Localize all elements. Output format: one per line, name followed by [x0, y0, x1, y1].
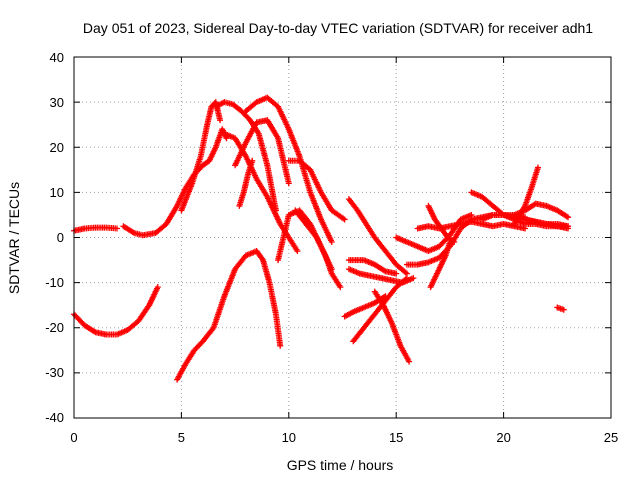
data-point-marker [285, 180, 292, 187]
y-tick-label-minus30: -30 [45, 365, 64, 380]
data-point-marker [113, 225, 120, 232]
x-tick-label-10: 10 [282, 430, 296, 445]
series-arc-13 [292, 207, 344, 291]
grid-lines [74, 57, 611, 418]
data-point-marker [565, 214, 572, 221]
series-arc-12 [285, 157, 348, 223]
data-point-marker [449, 238, 456, 245]
series-arc-15 [345, 257, 400, 277]
data-point-marker [381, 267, 388, 274]
x-tick-label-15: 15 [389, 430, 403, 445]
series-arc-19 [371, 288, 413, 365]
data-point-marker [294, 248, 301, 255]
y-tick-label-30: 30 [50, 95, 64, 110]
data-point-marker [534, 164, 541, 171]
y-tick-label-minus20: -20 [45, 320, 64, 335]
y-tick-label-minus10: -10 [45, 275, 64, 290]
series-arc-23 [425, 202, 458, 246]
series-arc-30 [554, 304, 567, 313]
series-arc-5 [178, 99, 224, 214]
data-point-marker [565, 223, 572, 230]
data-point-marker [560, 306, 567, 313]
series-arc-9 [242, 94, 335, 246]
data-point-marker [403, 275, 410, 282]
series-arc-6 [212, 99, 279, 214]
data-point-marker [249, 157, 256, 164]
y-tick-label-minus40: -40 [45, 410, 64, 425]
x-tick-label-20: 20 [496, 430, 510, 445]
data-point-marker [341, 216, 348, 223]
series-arc-16 [345, 266, 417, 286]
series-arc-24 [427, 239, 453, 291]
data-point-marker [402, 276, 409, 283]
x-tick-labels: 0 5 10 15 20 25 [70, 430, 618, 445]
data-point-marker [217, 117, 224, 124]
data-point-marker [129, 229, 136, 236]
x-axis-label: GPS time / hours [287, 457, 394, 473]
y-tick-label-10: 10 [50, 185, 64, 200]
data-point-marker [328, 239, 335, 246]
series-arc-17 [341, 293, 389, 320]
series-arc-14 [345, 196, 410, 277]
series-arc-3 [71, 284, 161, 338]
chart-title: Day 051 of 2023, Sidereal Day-to-day VTE… [83, 20, 593, 36]
series-arc-10 [236, 157, 256, 209]
y-tick-label-40: 40 [50, 50, 64, 65]
data-point-marker [406, 358, 413, 365]
y-axis-label: SDTVAR / TECUs [6, 182, 22, 294]
data-point-marker [337, 284, 344, 291]
plot-frame [73, 56, 612, 419]
y-tick-label-0: 0 [57, 230, 64, 245]
series-arc-18 [350, 275, 410, 345]
y-tick-label-20: 20 [50, 140, 64, 155]
series-arc-1 [71, 224, 120, 234]
data-point-marker [402, 269, 409, 276]
data-point-marker [277, 342, 284, 349]
series-arc-29 [522, 216, 572, 230]
series-arc-8 [232, 117, 292, 187]
data-marks [71, 94, 572, 383]
data-point-marker [91, 328, 98, 335]
data-point-marker [563, 213, 570, 220]
data-point-marker [410, 275, 417, 282]
x-tick-label-0: 0 [70, 430, 77, 445]
series-arc-4 [174, 248, 284, 383]
data-point-marker [393, 270, 400, 277]
series-arc-2 [120, 126, 230, 239]
data-point-marker [154, 284, 161, 291]
x-tick-label-25: 25 [604, 430, 618, 445]
x-tick-label-5: 5 [178, 430, 185, 445]
y-tick-labels: 40 30 20 10 0 -10 -20 -30 -40 [45, 50, 64, 425]
data-point-marker [427, 284, 434, 291]
series-arc-28 [511, 200, 572, 221]
